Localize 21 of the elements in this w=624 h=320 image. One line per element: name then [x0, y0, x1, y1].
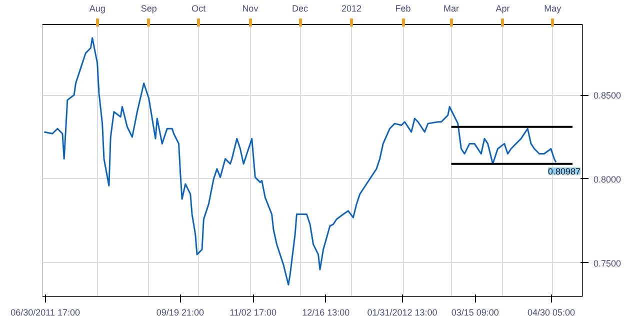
x-tick-label: 03/15 09:00: [451, 308, 499, 318]
x-tick-label: 06/30/2011 17:00: [10, 308, 80, 318]
x2-tick-label: Dec: [292, 4, 309, 14]
x-tick-label: 12/16 13:00: [302, 308, 350, 318]
y-tick-label: 0.7500: [594, 258, 622, 268]
x2-tick-label: Mar: [443, 4, 459, 14]
y-tick-label: 0.8500: [594, 90, 622, 101]
y-tick-label: 0.8000: [594, 174, 622, 184]
x2-tick-label: Feb: [395, 4, 411, 14]
x2-tick-label: May: [544, 4, 562, 14]
x-tick-label: 11/02 17:00: [230, 308, 276, 318]
x2-tick-label: Sep: [140, 4, 157, 14]
x-tick-label: 01/31/2012 13:00: [367, 308, 438, 318]
x2-tick-label: Aug: [89, 4, 106, 14]
x-tick-label: 09/19 21:00: [156, 308, 204, 318]
x2-tick-label: Oct: [192, 4, 206, 14]
x2-tick-label: Nov: [242, 4, 259, 14]
annotation: 0.80987: [548, 166, 581, 176]
x2-tick-label: Apr: [496, 4, 510, 14]
x2-tick-label: 2012: [342, 4, 362, 14]
x-tick-label: 04/30 05:00: [528, 308, 576, 318]
